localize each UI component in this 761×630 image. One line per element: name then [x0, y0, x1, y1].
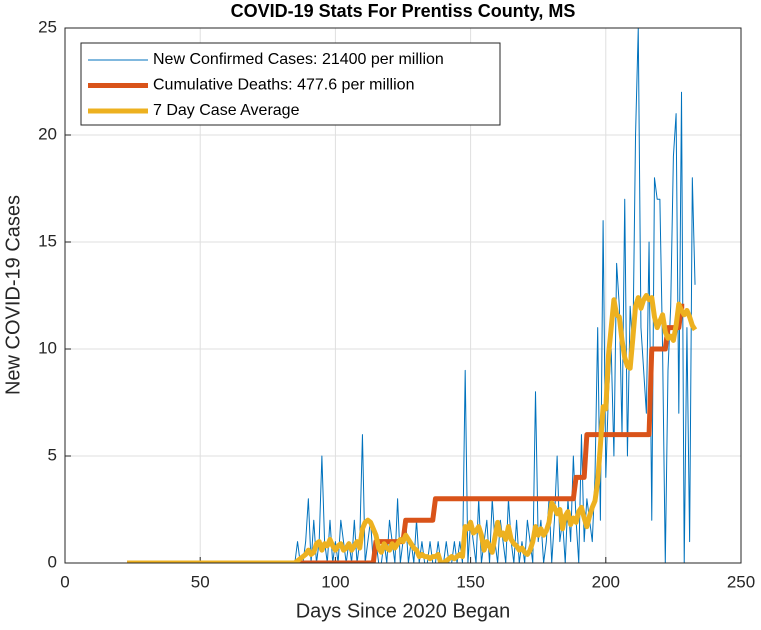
- legend-label: Cumulative Deaths: 477.6 per million: [153, 77, 414, 94]
- legend-box: [80, 42, 501, 126]
- x-tick-label: 200: [592, 572, 620, 591]
- y-tick-label: 0: [48, 552, 57, 571]
- legend-label: 7 Day Case Average: [153, 102, 300, 119]
- chart-title: COVID-19 Stats For Prentiss County, MS: [231, 1, 576, 21]
- y-axis-label: New COVID-19 Cases: [2, 195, 24, 395]
- x-tick-label: 150: [456, 572, 484, 591]
- x-axis-label: Days Since 2020 Began: [296, 600, 511, 622]
- x-tick-label: 50: [191, 572, 210, 591]
- x-tick-label: 100: [321, 572, 349, 591]
- y-tick-label: 5: [48, 445, 57, 464]
- legend-label: New Confirmed Cases: 21400 per million: [153, 51, 444, 68]
- series-line: [127, 303, 685, 563]
- y-tick-label: 10: [38, 338, 57, 357]
- axes-box: [64, 27, 742, 564]
- x-tick-label: 0: [60, 572, 69, 591]
- series-line: [127, 293, 698, 563]
- y-tick-label: 15: [38, 231, 57, 250]
- y-tick-label: 25: [38, 17, 57, 36]
- x-tick-label: 250: [727, 572, 755, 591]
- y-tick-label: 20: [38, 124, 57, 143]
